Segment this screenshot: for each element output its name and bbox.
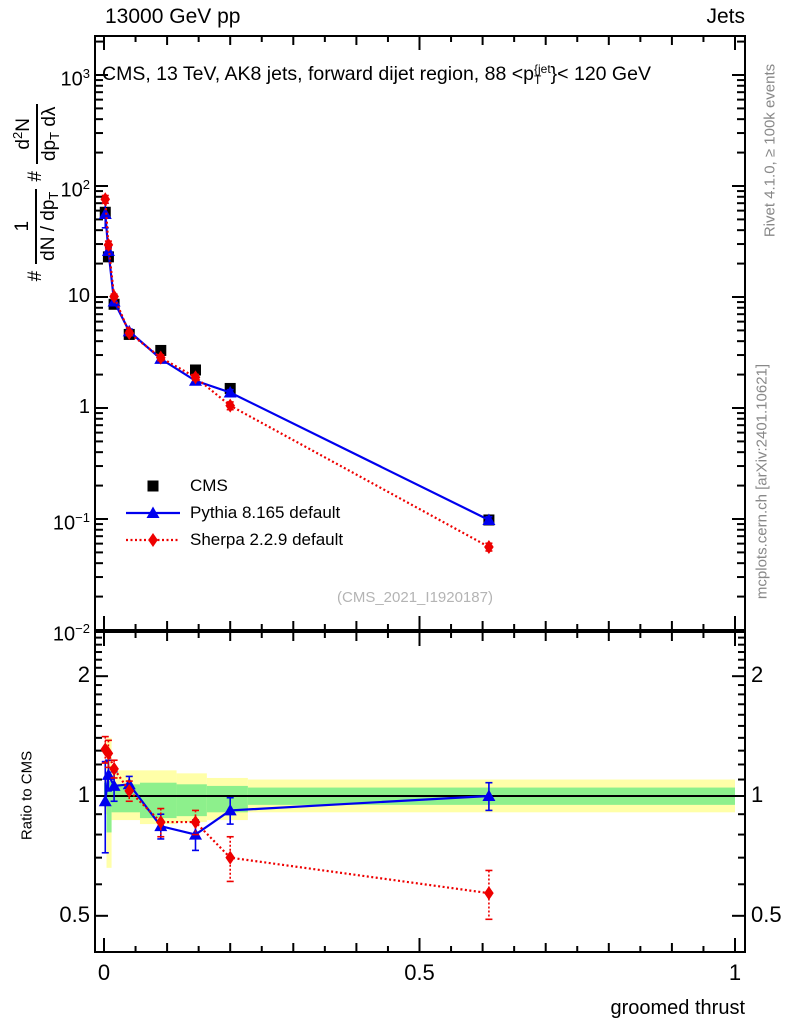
- legend-item: Pythia 8.165 default: [126, 499, 343, 526]
- legend-item: Sherpa 2.2.9 default: [126, 526, 343, 553]
- main-y-axis-title: # 1 dN / dpT # d2N dpT dλ: [5, 24, 67, 354]
- ylabel-frac1-denominator: dN / dpT: [34, 188, 61, 264]
- ratio-marker-triangle: [107, 779, 121, 791]
- legend: CMS Pythia 8.165 default Sherpa 2.2.9 defa…: [126, 472, 343, 553]
- ylabel-frac1-den-sub: T: [45, 191, 61, 200]
- main-y-tick-label: 1: [78, 396, 90, 418]
- ratio-y-tick-label-left: 2: [77, 662, 90, 688]
- ylabel-frac1-den-text: dN / dp: [37, 199, 59, 261]
- ratio-marker-diamond: [484, 886, 494, 901]
- ratio-marker-triangle: [482, 789, 496, 801]
- ylabel-frac2-den-sub: T: [47, 131, 62, 140]
- ratio-y-tick-label-left: 1: [77, 782, 90, 807]
- main-marker-diamond: [124, 325, 135, 340]
- main-marker-square: [189, 364, 201, 376]
- ratio-y-tick-label-left: 0.5: [59, 901, 90, 927]
- ratio-y-tick-label-right: 2: [751, 662, 764, 688]
- legend-item: CMS: [126, 472, 343, 499]
- ratio-marker-triangle: [101, 768, 115, 780]
- plot-title: CMS, 13 TeV, AK8 jets, forward dijet reg…: [102, 63, 651, 86]
- x-axis-title: groomed thrust: [610, 997, 745, 1019]
- ylabel-frac1-numerator: 1: [11, 220, 33, 232]
- plot-title-post: }< 120 GeV: [550, 63, 651, 85]
- ylabel-hash-1: #: [25, 270, 46, 282]
- rivet-version-note: Rivet 4.1.0, ≥ 100k events: [761, 63, 779, 238]
- main-y-tick-label: 10: [67, 285, 90, 307]
- ylabel-fraction-1: 1 dN / dpT: [11, 188, 61, 264]
- main-marker-triangle: [482, 513, 496, 525]
- legend-label: Pythia 8.165 default: [190, 502, 341, 522]
- main-y-tick-label: 10−2: [52, 621, 90, 646]
- ratio-marker-triangle: [122, 777, 136, 790]
- main-y-tick-label: 103: [60, 66, 90, 91]
- mcplots-arxiv-note: mcplots.cern.ch [arXiv:2401.10621]: [753, 363, 771, 600]
- ylabel-frac2-num-tail: N: [13, 118, 34, 132]
- x-tick-label: 0: [97, 960, 111, 985]
- x-tick-label: 0.5: [404, 960, 435, 985]
- legend-marker-triangle: [126, 506, 180, 518]
- main-marker-diamond: [103, 237, 114, 252]
- main-marker-square: [155, 344, 167, 356]
- ratio-marker-triangle: [98, 794, 112, 807]
- ylabel-frac2-numerator: d2N: [10, 115, 36, 153]
- analysis-id-watermark: (CMS_2021_I1920187): [337, 589, 493, 606]
- main-series-line-diamond: [104, 199, 490, 548]
- ratio-marker-diamond: [225, 850, 235, 865]
- ratio-y-tick-label-right: 1: [751, 782, 764, 807]
- ratio-marker-diamond: [109, 761, 119, 776]
- main-marker-diamond: [155, 350, 166, 365]
- legend-marker-square: [147, 480, 159, 491]
- ylabel-frac2-num-text: d: [13, 139, 34, 150]
- main-marker-diamond: [100, 192, 111, 207]
- plot-title-sub: T: [533, 73, 542, 87]
- ylabel-hash-2: #: [25, 171, 46, 182]
- plot-title-supsub: {jet T: [533, 62, 551, 87]
- ylabel-frac2-denominator: dpT dλ: [36, 103, 62, 165]
- ratio-marker-diamond: [190, 815, 201, 830]
- legend-label: Sherpa 2.2.9 default: [190, 529, 344, 549]
- x-tick-label: 1: [728, 960, 742, 985]
- ratio-band-green: [176, 784, 207, 817]
- ratio-band-green: [206, 785, 248, 813]
- legend-marker-diamond: [126, 532, 180, 547]
- main-marker-diamond: [109, 289, 119, 304]
- main-marker-diamond: [484, 539, 494, 554]
- header-analysis-group: Jets: [706, 5, 745, 28]
- ylabel-fraction-2: d2N dpT dλ: [10, 103, 62, 165]
- ylabel-frac2-den-text: dp: [39, 139, 60, 162]
- ylabel-frac2-num-sup: 2: [10, 131, 25, 140]
- legend-label: CMS: [190, 475, 228, 495]
- main-y-tick-label: 10−1: [52, 510, 90, 535]
- main-marker-triangle: [223, 385, 237, 398]
- ratio-marker-diamond: [124, 783, 135, 798]
- ratio-marker-diamond: [103, 746, 114, 761]
- ratio-band-green: [139, 782, 177, 819]
- ylabel-frac2-den-tail: dλ: [39, 106, 60, 132]
- ratio-marker-diamond: [155, 815, 166, 830]
- header-beam-energy: 13000 GeV pp: [105, 5, 241, 28]
- plot-title-sup: {jet: [533, 62, 551, 76]
- main-marker-diamond: [190, 370, 201, 385]
- ratio-marker-triangle: [223, 803, 237, 816]
- main-y-tick-label: 102: [60, 177, 90, 202]
- ratio-y-tick-label-right: 0.5: [751, 901, 782, 927]
- ratio-band-green: [106, 781, 112, 833]
- main-marker-diamond: [225, 398, 235, 413]
- ratio-y-axis-title: Ratio to CMS: [18, 750, 36, 841]
- plot-title-pre: CMS, 13 TeV, AK8 jets, forward dijet reg…: [102, 63, 534, 85]
